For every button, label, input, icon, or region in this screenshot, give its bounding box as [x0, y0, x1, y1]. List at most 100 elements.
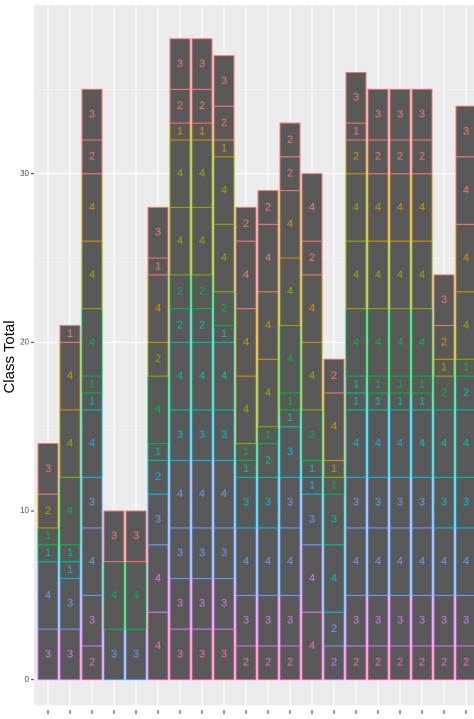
segment-label: 2 — [463, 387, 469, 399]
segment-label: 1 — [67, 328, 73, 340]
segment-label: 4 — [67, 437, 73, 449]
segment-label: 1 — [89, 378, 95, 390]
segment-label: 4 — [221, 184, 227, 196]
segment-label: 3 — [133, 648, 139, 660]
segment-label: 4 — [375, 336, 381, 348]
segment-label: 3 — [155, 227, 161, 239]
segment-label: 4 — [397, 269, 403, 281]
segment-label: 4 — [331, 421, 337, 433]
segment-label: 3 — [45, 648, 51, 660]
segment-label: 4 — [463, 252, 469, 264]
segment-label: 2 — [397, 657, 403, 669]
segment-label: 1 — [375, 395, 381, 407]
segment-label: 3 — [419, 109, 425, 121]
segment-label: 2 — [331, 623, 337, 635]
segment-label: 1 — [265, 429, 271, 441]
segment-label: 4 — [155, 404, 161, 416]
segment-label: 4 — [353, 201, 359, 213]
segment-label: 1 — [397, 395, 403, 407]
segment-label: 4 — [309, 572, 315, 584]
segment-label: 3 — [375, 496, 381, 508]
segment-label: 2 — [353, 657, 359, 669]
segment-label: 4 — [463, 437, 469, 449]
segment-label: 3 — [177, 58, 183, 70]
segment-label: 3 — [353, 496, 359, 508]
segment-label: 3 — [331, 513, 337, 525]
y-tick-label: 0 — [25, 675, 30, 684]
segment-label: 4 — [89, 201, 95, 213]
segment-label: 3 — [441, 615, 447, 627]
segment-label: 3 — [463, 496, 469, 508]
segment-label: 4 — [177, 488, 183, 500]
segment-label: 3 — [463, 615, 469, 627]
segment-label: 3 — [463, 125, 469, 137]
segment-label: 4 — [177, 168, 183, 180]
bar-segment — [257, 190, 279, 225]
bar-segment — [411, 88, 433, 141]
segment-label: 3 — [243, 496, 249, 508]
segment-label: 1 — [67, 547, 73, 559]
segment-label: 2 — [155, 471, 161, 483]
segment-label: 1 — [331, 463, 337, 475]
segment-label: 4 — [155, 640, 161, 652]
segment-label: 4 — [243, 269, 249, 281]
segment-label: 4 — [463, 556, 469, 568]
bar-segment — [389, 88, 411, 141]
segment-label: 2 — [45, 505, 51, 517]
segment-label: 1 — [397, 378, 403, 390]
segment-label: 4 — [419, 201, 425, 213]
segment-label: 1 — [243, 463, 249, 475]
segment-label: 2 — [177, 100, 183, 112]
segment-label: 1 — [155, 260, 161, 272]
segment-label: 2 — [375, 151, 381, 163]
segment-label: 2 — [243, 218, 249, 230]
segment-label: 4 — [243, 336, 249, 348]
segment-label: 4 — [353, 336, 359, 348]
segment-label: 2 — [375, 657, 381, 669]
segment-label: 2 — [419, 657, 425, 669]
segment-label: 4 — [419, 269, 425, 281]
segment-label: 1 — [353, 378, 359, 390]
segment-label: 3 — [177, 648, 183, 660]
segment-label: 2 — [287, 657, 293, 669]
segment-label: 1 — [199, 125, 205, 137]
segment-label: 4 — [375, 556, 381, 568]
segment-label: 4 — [221, 488, 227, 500]
bar-segment — [323, 358, 345, 394]
segment-label: 3 — [111, 530, 117, 542]
segment-label: 1 — [243, 446, 249, 458]
segment-label: 2 — [199, 319, 205, 331]
segment-label: 3 — [309, 429, 315, 441]
segment-label: 1 — [419, 378, 425, 390]
segment-label: 4 — [89, 336, 95, 348]
segment-label: 3 — [177, 547, 183, 559]
segment-label: 3 — [243, 615, 249, 627]
segment-label: 4 — [287, 218, 293, 230]
segment-label: 3 — [375, 615, 381, 627]
bar-segment — [235, 206, 257, 242]
segment-label: 4 — [45, 589, 51, 601]
segment-label: 3 — [221, 429, 227, 441]
segment-label: 3 — [89, 109, 95, 121]
segment-label: 1 — [353, 125, 359, 137]
segment-label: 3 — [45, 463, 51, 475]
bar-segment — [301, 173, 323, 242]
segment-label: 2 — [441, 336, 447, 348]
segment-label: 3 — [199, 648, 205, 660]
segment-label: 3 — [353, 92, 359, 104]
segment-label: 4 — [375, 269, 381, 281]
segment-label: 3 — [221, 547, 227, 559]
bar-segment — [59, 324, 81, 343]
segment-label: 4 — [111, 589, 117, 601]
segment-label: 4 — [309, 370, 315, 382]
segment-label: 2 — [221, 117, 227, 129]
segment-label: 3 — [265, 615, 271, 627]
segment-label: 3 — [309, 513, 315, 525]
segment-label: 3 — [221, 648, 227, 660]
segment-label: 2 — [177, 319, 183, 331]
segment-label: 4 — [155, 572, 161, 584]
bar-segment — [367, 88, 389, 141]
segment-label: 4 — [89, 269, 95, 281]
